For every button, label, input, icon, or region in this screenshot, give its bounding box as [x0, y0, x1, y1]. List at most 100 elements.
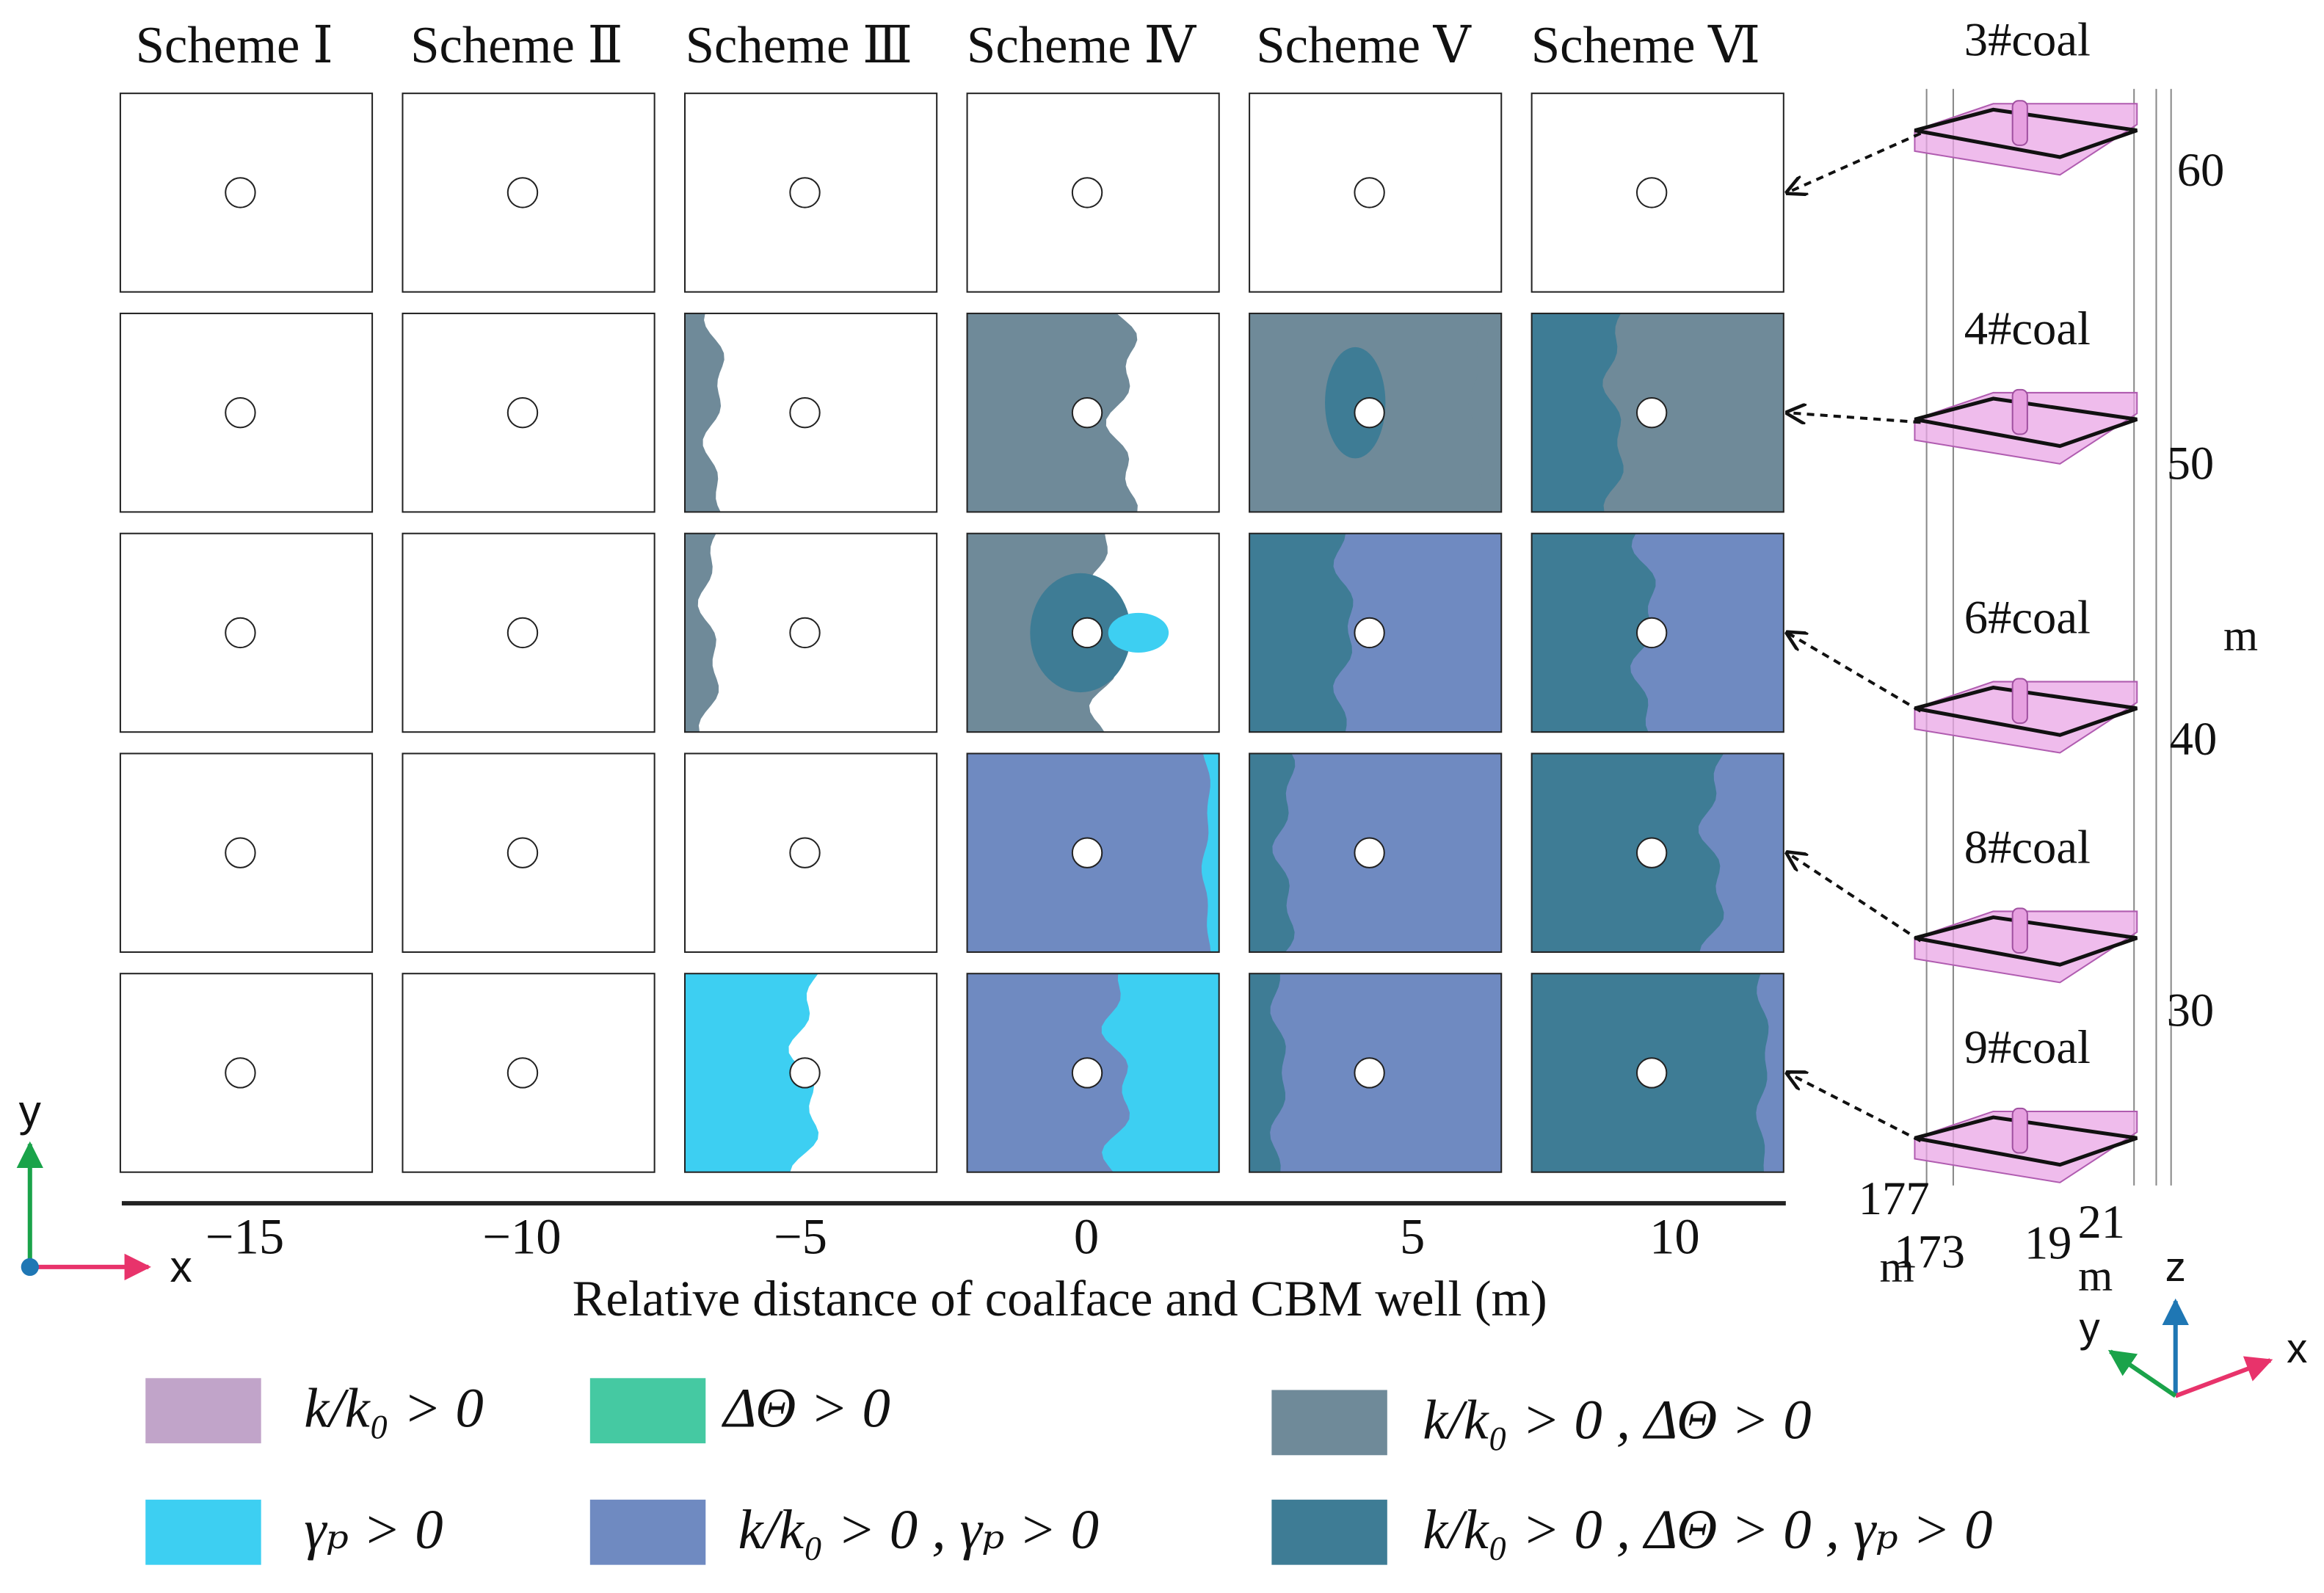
- legend-swatch: [1271, 1390, 1387, 1456]
- legend-swatch: [589, 1499, 706, 1565]
- elevation-unit: m: [2223, 612, 2258, 661]
- cell-border: [966, 92, 1220, 293]
- well: [789, 177, 821, 208]
- cell-border: [684, 312, 938, 513]
- cell: [966, 973, 1220, 1173]
- well: [506, 617, 539, 649]
- well: [1635, 1057, 1668, 1089]
- legend-swatch: [145, 1499, 261, 1565]
- well: [789, 837, 821, 868]
- x-tick-label: −10: [482, 1208, 561, 1264]
- bottom-unit: m: [1880, 1243, 1914, 1292]
- cell: [119, 532, 374, 733]
- cell: [684, 92, 938, 293]
- cell: [1249, 752, 1503, 953]
- well: [1635, 396, 1668, 429]
- region-blob: [1325, 346, 1386, 459]
- cell: [1249, 92, 1503, 293]
- column-title: Scheme Ⅰ: [136, 17, 333, 74]
- well: [506, 837, 539, 868]
- column-title: Scheme Ⅳ: [967, 17, 1197, 74]
- cell-border: [402, 752, 656, 953]
- axis-label: x: [170, 1241, 192, 1291]
- legend-label: k/k₀ > 0 , ΔΘ > 0 , γₚ > 0: [1423, 1498, 1992, 1561]
- well: [1635, 617, 1668, 649]
- cell: [402, 973, 656, 1173]
- cell-border: [1530, 312, 1784, 513]
- bottom-tick-label: 177: [1859, 1172, 1930, 1224]
- axis-label: x: [2287, 1325, 2307, 1371]
- well: [1635, 177, 1668, 208]
- region: [685, 313, 725, 512]
- region: [1531, 313, 1624, 512]
- cell-border: [1249, 532, 1503, 733]
- column-title: Scheme Ⅲ: [686, 17, 912, 74]
- legend-swatch: [589, 1378, 706, 1444]
- well: [225, 837, 256, 868]
- well-cylinder: [2011, 388, 2028, 435]
- cell-border: [684, 92, 938, 293]
- seam-label: 6#coal: [1964, 591, 2091, 644]
- seam-outline: [1914, 686, 2138, 737]
- cell-border: [684, 752, 938, 953]
- well: [1071, 1057, 1103, 1089]
- axis-origin: [21, 1258, 39, 1277]
- well: [1354, 396, 1385, 429]
- cell: [1530, 973, 1784, 1173]
- cell: [1530, 752, 1784, 953]
- well: [1635, 837, 1668, 868]
- cell-border: [119, 752, 374, 953]
- x-tick-label: −15: [206, 1208, 284, 1264]
- well: [789, 396, 821, 429]
- well: [225, 177, 256, 208]
- legend-label: ΔΘ > 0: [721, 1376, 890, 1439]
- seam-label: 8#coal: [1964, 821, 2091, 874]
- cell: [966, 312, 1220, 513]
- legend-label: k/k₀ > 0: [304, 1376, 483, 1439]
- axis-label: y: [19, 1086, 42, 1136]
- well: [1354, 617, 1385, 649]
- column-title: Scheme Ⅱ: [410, 17, 622, 74]
- cell: [119, 973, 374, 1173]
- cell-border: [684, 973, 938, 1173]
- seam-outline: [1914, 396, 2138, 449]
- well: [1071, 837, 1103, 868]
- cell-border: [1249, 973, 1503, 1173]
- well: [1071, 617, 1103, 649]
- cell-border: [966, 532, 1220, 733]
- cell: [119, 752, 374, 953]
- cell-border: [1249, 312, 1503, 513]
- cell: [119, 312, 374, 513]
- cell-border: [119, 973, 374, 1173]
- well: [1354, 177, 1385, 208]
- cell: [119, 92, 374, 293]
- legend-swatch: [1271, 1499, 1387, 1565]
- link-arrow: [1787, 853, 1922, 943]
- seam-outline: [1914, 915, 2138, 967]
- axis-arrow: [2174, 1356, 2273, 1398]
- cell: [1249, 973, 1503, 1173]
- elevation-tick-label: 60: [2177, 143, 2225, 196]
- cell: [684, 532, 938, 733]
- cell-border: [402, 312, 656, 513]
- link-arrow: [1787, 131, 1922, 193]
- seam-label: 9#coal: [1964, 1020, 2091, 1073]
- cell: [966, 92, 1220, 293]
- cell: [1530, 532, 1784, 733]
- axis-label: z: [2165, 1244, 2186, 1290]
- x-tick-label: 5: [1400, 1208, 1425, 1264]
- region: [685, 973, 819, 1172]
- column-title: Scheme Ⅵ: [1531, 17, 1760, 74]
- axis-label: y: [2080, 1304, 2101, 1351]
- region: [1531, 753, 1724, 952]
- well: [1354, 1057, 1385, 1089]
- seam-outline: [1914, 1115, 2138, 1167]
- cell-border: [402, 92, 656, 293]
- bottom-tick-label: 173: [1894, 1225, 1965, 1278]
- legend-label: γₚ > 0: [304, 1498, 443, 1561]
- cell-border: [402, 973, 656, 1173]
- cell-border: [402, 532, 656, 733]
- well: [506, 396, 539, 429]
- seam-label: 4#coal: [1964, 302, 2091, 355]
